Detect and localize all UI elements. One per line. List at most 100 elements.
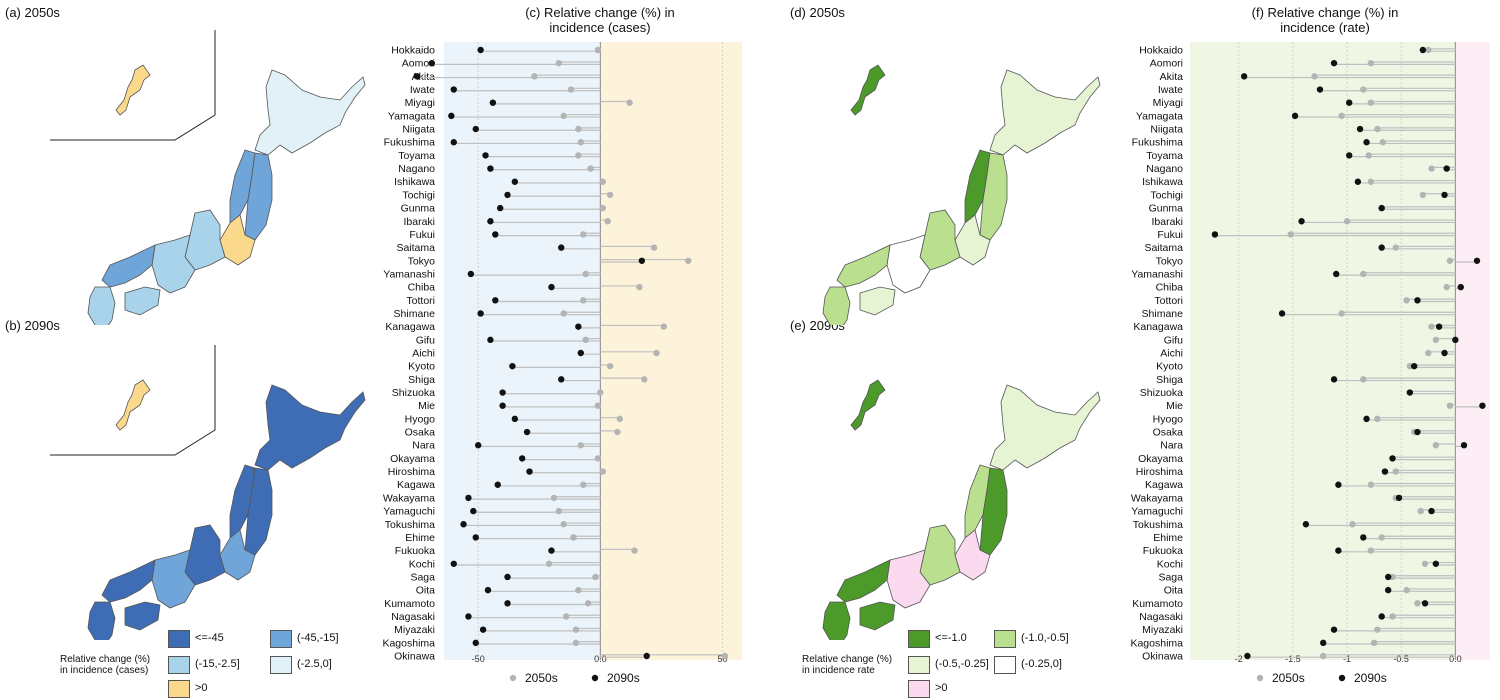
legend-rate-swatch-1 <box>994 630 1016 648</box>
negative-region-bg <box>1190 42 1456 660</box>
point-2090s <box>1302 521 1310 528</box>
category-label: Tottori <box>406 295 435 307</box>
point-2090s <box>523 428 531 436</box>
legend-rate-swatch-0 <box>908 630 930 648</box>
category-label: Saga <box>1158 571 1183 583</box>
point-2090s <box>492 297 499 304</box>
category-label: Yamanashi <box>383 268 435 280</box>
category-label: Yamagata <box>1136 110 1183 122</box>
category-label: Yamagata <box>388 110 435 122</box>
x-tick-label: -1 <box>1343 654 1351 664</box>
legend-cases-label-1: (-45,-15] <box>297 632 339 644</box>
category-label: Hyogo <box>405 413 436 425</box>
category-label: Tochigi <box>402 189 435 201</box>
point-2050s <box>575 125 582 133</box>
point-2050s <box>1443 283 1450 291</box>
point-2090s <box>1406 389 1414 396</box>
point-2050s <box>636 283 643 291</box>
point-2050s <box>1446 257 1454 264</box>
point-2090s <box>504 573 511 581</box>
point-2090s <box>1330 376 1338 383</box>
positive-region-bg <box>600 42 742 660</box>
point-2090s <box>1330 59 1338 67</box>
point-2090s <box>499 402 506 409</box>
point-2090s <box>1335 547 1342 554</box>
category-label: Toyama <box>1146 150 1183 162</box>
point-2050s <box>580 297 587 304</box>
category-label: Shimane <box>1142 308 1184 320</box>
point-2090s <box>577 349 584 357</box>
x-tick-label: -2 <box>1235 654 1243 664</box>
point-2050s <box>594 455 602 462</box>
point-2050s <box>1320 652 1327 660</box>
point-2090s <box>504 191 511 199</box>
point-2050s <box>531 73 538 80</box>
category-label: Kagawa <box>397 479 435 491</box>
point-2090s <box>1381 468 1389 475</box>
point-2050s <box>1446 402 1454 409</box>
point-2090s <box>1441 349 1448 357</box>
panel-f-title-line1: (f) Relative change (%) in <box>1251 5 1399 20</box>
point-2050s <box>580 481 587 488</box>
category-label: Hokkaido <box>391 45 435 57</box>
point-2090s <box>1435 323 1443 330</box>
legend-cases-label-0: <=-45 <box>195 632 224 644</box>
category-label: Niigata <box>1150 124 1183 136</box>
point-2090s <box>1363 415 1370 423</box>
point-2090s <box>1291 112 1299 120</box>
panel-c-title-line1: (c) Relative change (%) in <box>525 5 675 20</box>
point-2050s <box>1419 191 1427 199</box>
legend-rate-label-0: <=-1.0 <box>935 632 967 644</box>
category-label: Tokushima <box>385 519 435 531</box>
point-2050s <box>626 99 633 106</box>
legend-rate-label-3: (-0.25,0] <box>1021 658 1062 670</box>
panel-d-title: (d) 2050s <box>790 5 845 20</box>
category-label: Yamaguchi <box>383 506 435 518</box>
legend-label-2090s: 2090s <box>607 671 640 685</box>
point-2050s <box>631 547 638 554</box>
point-2050s <box>599 178 606 185</box>
category-label: Gunma <box>1149 203 1184 215</box>
point-2050s <box>1428 323 1435 330</box>
category-label: Toyama <box>398 150 435 162</box>
point-2050s <box>594 46 602 54</box>
category-label: Shizuoka <box>392 387 435 399</box>
category-label: Shiga <box>1156 374 1183 386</box>
point-2090s <box>1378 244 1385 251</box>
point-2090s <box>509 362 516 370</box>
point-2050s <box>1311 73 1318 80</box>
category-label: Aomori <box>1150 58 1183 70</box>
map-cases-2050s <box>50 30 366 325</box>
category-label: Tokushima <box>1133 519 1183 531</box>
point-2050s <box>1360 86 1367 93</box>
point-2090s <box>470 507 477 515</box>
category-label: Hyogo <box>1153 413 1184 425</box>
point-2050s <box>1338 112 1345 120</box>
point-2090s <box>1244 652 1251 660</box>
legend-cases-swatch-0 <box>168 630 190 648</box>
point-2090s <box>487 218 494 225</box>
category-label: Nagano <box>1146 163 1183 175</box>
point-2050s <box>1379 139 1386 146</box>
panel-f-title: (f) Relative change (%) in incidence (ra… <box>1175 5 1475 35</box>
point-2090s <box>1473 257 1481 264</box>
category-label: Iwate <box>410 84 435 96</box>
point-2090s <box>1479 402 1486 409</box>
category-label: Fukuoka <box>1143 545 1183 557</box>
point-2090s <box>1330 626 1338 633</box>
category-label: Kochi <box>409 558 435 570</box>
legend-marker-2090s <box>1338 674 1346 682</box>
legend-marker-2050s <box>1256 674 1264 682</box>
legend-rate-swatch-4 <box>908 680 930 698</box>
panel-b-title: (b) 2090s <box>5 318 60 333</box>
point-2050s <box>575 152 582 159</box>
point-2050s <box>587 165 594 172</box>
point-2090s <box>1443 165 1450 172</box>
point-2050s <box>604 218 611 225</box>
category-label: Nara <box>1160 440 1183 452</box>
category-label: Ibaraki <box>403 216 435 228</box>
legend-rate-title-line2: in incidence rate <box>802 665 875 676</box>
x-tick-label: -1.5 <box>1285 654 1301 664</box>
legend-label-2050s: 2050s <box>1272 671 1305 685</box>
